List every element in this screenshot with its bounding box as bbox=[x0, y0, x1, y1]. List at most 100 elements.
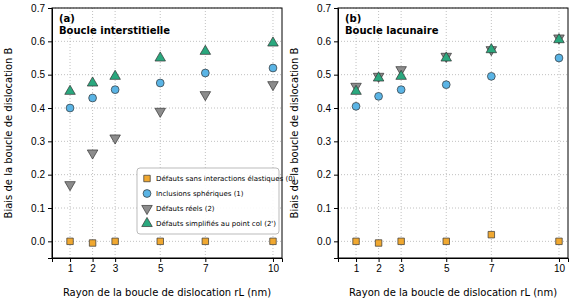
tick-mark bbox=[48, 75, 52, 76]
y-tick: 0.1 bbox=[317, 203, 338, 214]
x-tick: 1 bbox=[68, 258, 74, 274]
legend-marker bbox=[144, 175, 150, 181]
point bbox=[201, 69, 209, 77]
point bbox=[487, 72, 495, 80]
tick-mark bbox=[48, 41, 52, 42]
tick-label: 2 bbox=[376, 263, 382, 274]
legend-label: Défauts réels (2) bbox=[156, 205, 215, 213]
tick-mark bbox=[379, 258, 380, 262]
y-tick: 0.2 bbox=[317, 169, 338, 180]
tick-label: 5 bbox=[158, 263, 164, 274]
tick-label: 7 bbox=[203, 263, 209, 274]
point bbox=[398, 238, 404, 244]
tick-mark bbox=[115, 258, 116, 262]
legend-label: Défauts sans interactions élastiques (0) bbox=[156, 175, 296, 183]
axis-line bbox=[53, 259, 283, 263]
point bbox=[202, 238, 208, 244]
y-tick: 0.5 bbox=[317, 69, 338, 80]
tick-label: 0.1 bbox=[317, 203, 331, 214]
legend-label: Inclusions sphériques (1) bbox=[156, 190, 244, 198]
point bbox=[270, 238, 276, 244]
points bbox=[65, 37, 278, 246]
point bbox=[65, 85, 76, 94]
plot-frame bbox=[338, 8, 568, 258]
legend-marker bbox=[142, 217, 153, 226]
tick-label: 0.2 bbox=[317, 169, 331, 180]
point bbox=[269, 64, 277, 72]
point bbox=[111, 86, 119, 94]
tick-mark bbox=[334, 208, 338, 209]
tick-mark bbox=[273, 258, 274, 262]
tick-label: 0.1 bbox=[31, 203, 45, 214]
tick-mark bbox=[446, 258, 447, 262]
tick-mark bbox=[48, 241, 52, 242]
grid bbox=[52, 8, 282, 258]
y-axis-label: Biais de la boucle de dislocation B bbox=[3, 47, 14, 218]
x-axis-label: Rayon de la boucle de dislocation rL (nm… bbox=[63, 287, 271, 298]
tick-mark bbox=[334, 8, 338, 9]
x-axis-label: Rayon de la boucle de dislocation rL (nm… bbox=[349, 287, 557, 298]
y-tick: 0.2 bbox=[31, 169, 52, 180]
tick-mark bbox=[205, 258, 206, 262]
x-axis: 1235710 bbox=[339, 258, 569, 274]
x-tick: 2 bbox=[90, 258, 96, 274]
tick-mark bbox=[48, 208, 52, 209]
tick-mark bbox=[160, 258, 161, 262]
point bbox=[87, 77, 98, 86]
tick-label: 0.6 bbox=[31, 36, 45, 47]
y-tick: 0.3 bbox=[31, 136, 52, 147]
tick-mark bbox=[48, 108, 52, 109]
tick-label: 2 bbox=[90, 263, 96, 274]
grid-line bbox=[378, 8, 379, 258]
tick-mark bbox=[334, 141, 338, 142]
grid-line bbox=[338, 174, 568, 175]
point bbox=[67, 238, 73, 244]
tick-mark bbox=[334, 175, 338, 176]
tick-label: 0.0 bbox=[31, 236, 45, 247]
point bbox=[488, 231, 494, 237]
point bbox=[375, 92, 383, 100]
point bbox=[89, 94, 97, 102]
y-tick: 0.6 bbox=[31, 36, 52, 47]
point bbox=[351, 85, 362, 94]
tick-label: 0.0 bbox=[317, 236, 331, 247]
grid bbox=[338, 8, 568, 258]
y-axis: 0.00.10.20.30.40.50.60.7 bbox=[31, 3, 52, 259]
tick-label: 0.4 bbox=[317, 103, 331, 114]
x-tick: 10 bbox=[268, 258, 280, 274]
grid-line bbox=[401, 8, 402, 258]
panel: 12357100.00.10.20.30.40.50.60.7Rayon de … bbox=[3, 3, 296, 298]
grid-line bbox=[338, 74, 568, 75]
tick-mark bbox=[559, 258, 560, 262]
figure: 1 2 3 5 7 10 0.0 0.1 0.2 0.3 0.4 0.5 0.6 0.7 Rayon de … bbox=[0, 0, 573, 302]
grid-line bbox=[70, 8, 71, 258]
y-tick: 0.3 bbox=[317, 136, 338, 147]
tick-mark bbox=[356, 258, 357, 262]
tick-mark bbox=[334, 41, 338, 42]
point bbox=[155, 52, 166, 61]
x-tick: 5 bbox=[444, 258, 450, 274]
tick-mark bbox=[334, 241, 338, 242]
point bbox=[87, 150, 98, 159]
y-axis-label: Biais de la boucle de dislocation B bbox=[289, 47, 300, 218]
point bbox=[486, 44, 497, 53]
y-tick: 0.7 bbox=[31, 3, 52, 14]
tick-label: 10 bbox=[268, 263, 280, 274]
legend-label: Défauts simplifiés au point col (2') bbox=[156, 220, 276, 228]
plot-frame bbox=[52, 8, 282, 258]
tick-label: 1 bbox=[354, 263, 360, 274]
x-tick: 1 bbox=[354, 258, 360, 274]
y-axis: 0.00.10.20.30.40.50.60.7 bbox=[317, 3, 338, 259]
point bbox=[442, 81, 450, 89]
tick-label: 0.5 bbox=[317, 69, 331, 80]
point bbox=[556, 238, 562, 244]
tick-label: 10 bbox=[554, 263, 566, 274]
grid-line bbox=[338, 141, 568, 142]
tick-mark bbox=[401, 258, 402, 262]
tick-label: 3 bbox=[399, 263, 405, 274]
tick-mark bbox=[48, 8, 52, 9]
point bbox=[441, 52, 452, 61]
grid-line bbox=[52, 141, 282, 142]
tick-label: 0.5 bbox=[31, 69, 45, 80]
tick-mark bbox=[334, 108, 338, 109]
